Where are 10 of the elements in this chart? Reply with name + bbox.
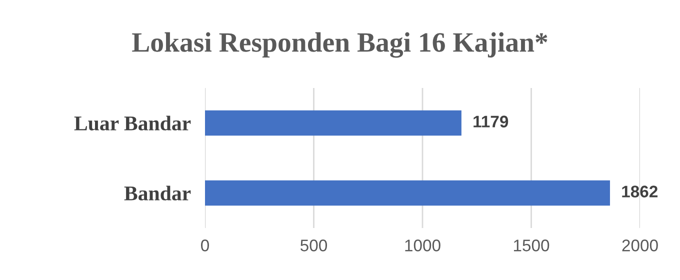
y-tick-label: Luar Bandar bbox=[74, 116, 191, 130]
x-tick-label: 2000 bbox=[622, 240, 658, 252]
x-tick-label: 1000 bbox=[405, 240, 440, 252]
data-label: 1862 bbox=[622, 186, 658, 198]
data-label: 1179 bbox=[474, 116, 508, 128]
x-tick-label: 0 bbox=[201, 240, 209, 252]
y-tick-label: Bandar bbox=[124, 186, 191, 200]
x-tick-label: 500 bbox=[300, 240, 328, 252]
chart-title: Lokasi Responden Bagi 16 Kajian* bbox=[132, 32, 548, 58]
x-tick-label: 1500 bbox=[514, 240, 550, 252]
